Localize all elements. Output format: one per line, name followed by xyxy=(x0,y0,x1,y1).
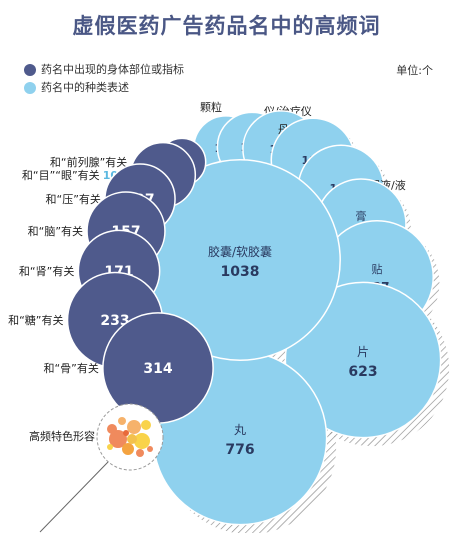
bubble-value: 776 xyxy=(225,442,254,458)
legend-label-type: 药名中的种类表述 xyxy=(41,81,129,94)
bubble-label: 和“压”有关 xyxy=(46,192,101,206)
bubble-label: 和“骨”有关 xyxy=(43,361,98,375)
bubble-label: 和“前列腺”有关 xyxy=(50,155,127,169)
bubble-label: 丸 xyxy=(234,423,246,437)
special-dot xyxy=(147,446,153,452)
bubble-value: 623 xyxy=(348,364,377,380)
chart-title: 虚假医药广告药品名中的高频词 xyxy=(72,14,381,38)
special-label: 高频特色形容 xyxy=(29,429,95,443)
special-dot xyxy=(134,433,150,449)
legend-label-body: 药名中出现的身体部位或指标 xyxy=(41,63,184,76)
bubble-value: 233 xyxy=(100,313,129,329)
bubble-label: 颗粒 xyxy=(200,100,222,114)
bubble-label: 和“糖”有关 xyxy=(8,313,63,327)
special-dot xyxy=(109,430,127,448)
bubble-label: 和“肾”有关 xyxy=(19,264,74,278)
leader-line xyxy=(39,461,109,533)
bubble-label: 膏 xyxy=(356,209,367,223)
bubble-label: 贴 xyxy=(372,262,383,276)
bubbles: 107颗粒124仪/治疗仪150丹180茶189口服液/液膏209贴327片62… xyxy=(8,100,442,526)
bubble-value: 314 xyxy=(143,361,172,377)
bubble-label: 胶囊/软胶囊 xyxy=(208,244,272,259)
special-cluster: 高频特色形容 xyxy=(29,403,164,533)
legend-swatch-type xyxy=(24,82,36,94)
special-dot xyxy=(118,417,126,425)
special-dot xyxy=(141,420,151,430)
bubble-label: 和“目”“眼”有关 xyxy=(22,168,100,182)
special-dot xyxy=(127,434,137,444)
legend-swatch-body xyxy=(24,64,36,76)
bubble-value: 1038 xyxy=(221,264,260,280)
bubble-label: 和“脑”有关 xyxy=(28,224,83,238)
unit-label: 单位:个 xyxy=(396,64,433,77)
special-dot xyxy=(123,430,129,436)
special-dot xyxy=(107,444,113,450)
bubble-label: 片 xyxy=(357,345,369,359)
special-dot xyxy=(122,443,134,455)
special-dot xyxy=(136,449,144,457)
special-dot xyxy=(127,420,141,434)
special-dot xyxy=(107,424,117,434)
bubble-type xyxy=(284,281,442,439)
